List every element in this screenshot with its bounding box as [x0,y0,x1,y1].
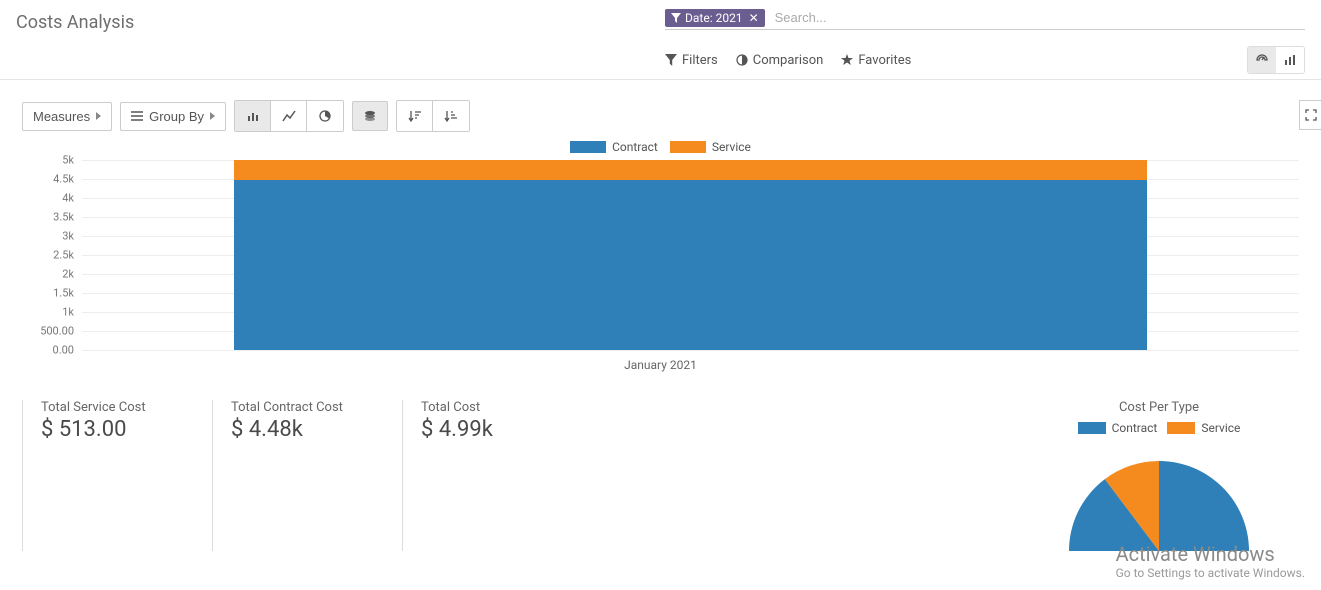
pie-chart-icon [318,109,332,123]
group-by-button[interactable]: Group By [120,102,226,131]
stat-label: Total Contract Cost [231,400,384,415]
pie-legend: Contract Service [1019,421,1299,435]
y-tick-label: 0.00 [53,344,74,357]
toolbar-row: Filters Comparison Favorites [665,46,1305,74]
legend-label: Service [1201,421,1240,435]
stat-label: Total Cost [421,400,574,415]
caret-right-icon [96,112,101,120]
measures-button[interactable]: Measures [22,102,112,131]
bar-chart-icon [1283,53,1297,67]
favorites-button[interactable]: Favorites [841,53,911,68]
close-icon[interactable]: ✕ [749,11,759,25]
y-tick-label: 3.5k [53,211,74,224]
legend-label: Contract [612,140,658,154]
list-icon [131,111,143,121]
group-by-label: Group By [149,109,204,124]
stat-label: Total Service Cost [41,400,194,415]
bar-stack[interactable] [234,160,1147,350]
stat-value: $ 4.99k [421,417,574,442]
line-chart-button[interactable] [271,101,307,131]
pie-section: Cost Per Type Contract Service [1019,400,1299,551]
legend-swatch [570,141,606,153]
legend-label: Service [712,140,751,154]
stack-icon [363,109,377,123]
sort-desc-icon [408,109,422,123]
legend-label: Contract [1112,421,1158,435]
legend-item[interactable]: Contract [1078,421,1158,435]
comparison-button[interactable]: Comparison [736,53,824,68]
bar-chart-area: Contract Service 5k 4.5k 4k 3.5k 3k 2.5k 2k 1.5k… [0,140,1321,372]
y-tick-label: 2.5k [53,249,74,262]
bar-chart-icon [246,109,260,123]
filters-label: Filters [682,53,718,68]
plot-area [82,160,1299,350]
header: Costs Analysis Date: 2021 ✕ Filters [0,0,1321,80]
y-tick-label: 1k [62,306,74,319]
expand-button[interactable] [1299,100,1321,130]
graph-view-button[interactable] [1276,47,1304,73]
x-axis-label: January 2021 [22,358,1299,372]
y-tick-label: 4k [62,192,74,205]
y-tick-label: 4.5k [53,173,74,186]
search-input[interactable] [771,8,1305,27]
stat-service-cost: Total Service Cost $ 513.00 [22,400,212,551]
comparison-label: Comparison [753,53,824,68]
legend-item[interactable]: Service [670,140,751,154]
grid-line [82,350,1299,351]
measures-label: Measures [33,109,90,124]
y-tick-label: 5k [62,154,74,167]
sort-desc-button[interactable] [397,101,433,131]
stat-total-cost: Total Cost $ 4.99k [402,400,592,551]
bar-chart: 5k4.5k4k3.5k3k2.5k2k1.5k1k500.000.00 [22,160,1299,350]
header-right: Date: 2021 ✕ Filters Comparison [665,8,1305,74]
filters-button[interactable]: Filters [665,53,718,68]
line-chart-icon [282,109,296,123]
bar-segment-service [234,160,1147,179]
y-tick-label: 2k [62,268,74,281]
controls-row: Measures Group By [0,80,1321,140]
half-circle-icon [736,54,748,66]
legend-swatch [670,141,706,153]
bar-chart-legend: Contract Service [22,140,1299,154]
page-title: Costs Analysis [16,8,665,33]
favorites-label: Favorites [858,53,911,68]
pie-chart [1019,441,1299,551]
stacked-button[interactable] [352,101,388,131]
pie-title: Cost Per Type [1019,400,1299,415]
stat-contract-cost: Total Contract Cost $ 4.48k [212,400,402,551]
stats-row: Total Service Cost $ 513.00 Total Contra… [0,372,1321,551]
search-row: Date: 2021 ✕ [665,8,1305,30]
sort-group [396,100,470,132]
star-icon [841,54,853,66]
legend-swatch [1167,422,1195,434]
expand-icon [1305,109,1317,121]
filter-chip-label: Date: 2021 [685,11,743,25]
y-tick-label: 500.00 [40,325,74,338]
funnel-icon [671,13,681,23]
caret-right-icon [210,112,215,120]
legend-item[interactable]: Service [1167,421,1240,435]
stat-value: $ 4.48k [231,417,384,442]
watermark-sub: Go to Settings to activate Windows. [1116,566,1305,580]
sort-asc-button[interactable] [433,101,469,131]
y-axis: 5k4.5k4k3.5k3k2.5k2k1.5k1k500.000.00 [22,160,78,350]
view-switch [1247,46,1305,74]
legend-swatch [1078,422,1106,434]
pie-chart-button[interactable] [307,101,343,131]
stat-value: $ 513.00 [41,417,194,442]
y-tick-label: 1.5k [53,287,74,300]
sort-asc-icon [444,109,458,123]
dashboard-icon [1255,53,1269,67]
dashboard-view-button[interactable] [1248,47,1276,73]
bar-chart-button[interactable] [235,101,271,131]
legend-item[interactable]: Contract [570,140,658,154]
filter-chip-date[interactable]: Date: 2021 ✕ [665,9,765,27]
y-tick-label: 3k [62,230,74,243]
chart-type-group [234,100,344,132]
bar-segment-contract [234,180,1147,350]
funnel-icon [665,54,677,66]
